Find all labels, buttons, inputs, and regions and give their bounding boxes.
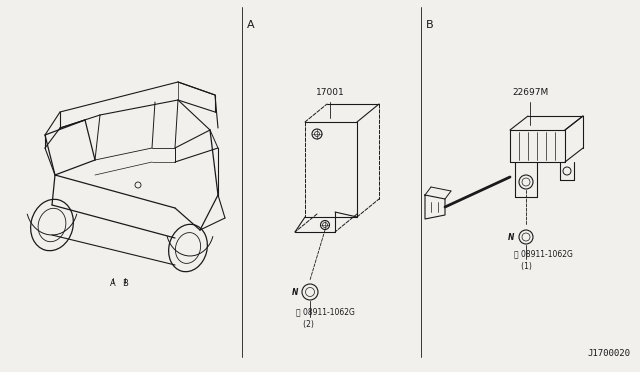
- Text: J1700020: J1700020: [587, 349, 630, 358]
- Text: 22697M: 22697M: [512, 88, 548, 97]
- Text: B: B: [426, 20, 434, 30]
- Text: A: A: [247, 20, 255, 30]
- Text: Ⓝ 08911-1062G
   (2): Ⓝ 08911-1062G (2): [296, 308, 355, 329]
- Text: 17001: 17001: [316, 88, 344, 97]
- Text: N: N: [292, 288, 298, 297]
- Text: N: N: [508, 233, 515, 242]
- Text: A: A: [110, 279, 116, 288]
- Text: B: B: [122, 279, 128, 288]
- Text: Ⓝ 08911-1062G
   (1): Ⓝ 08911-1062G (1): [514, 250, 573, 271]
